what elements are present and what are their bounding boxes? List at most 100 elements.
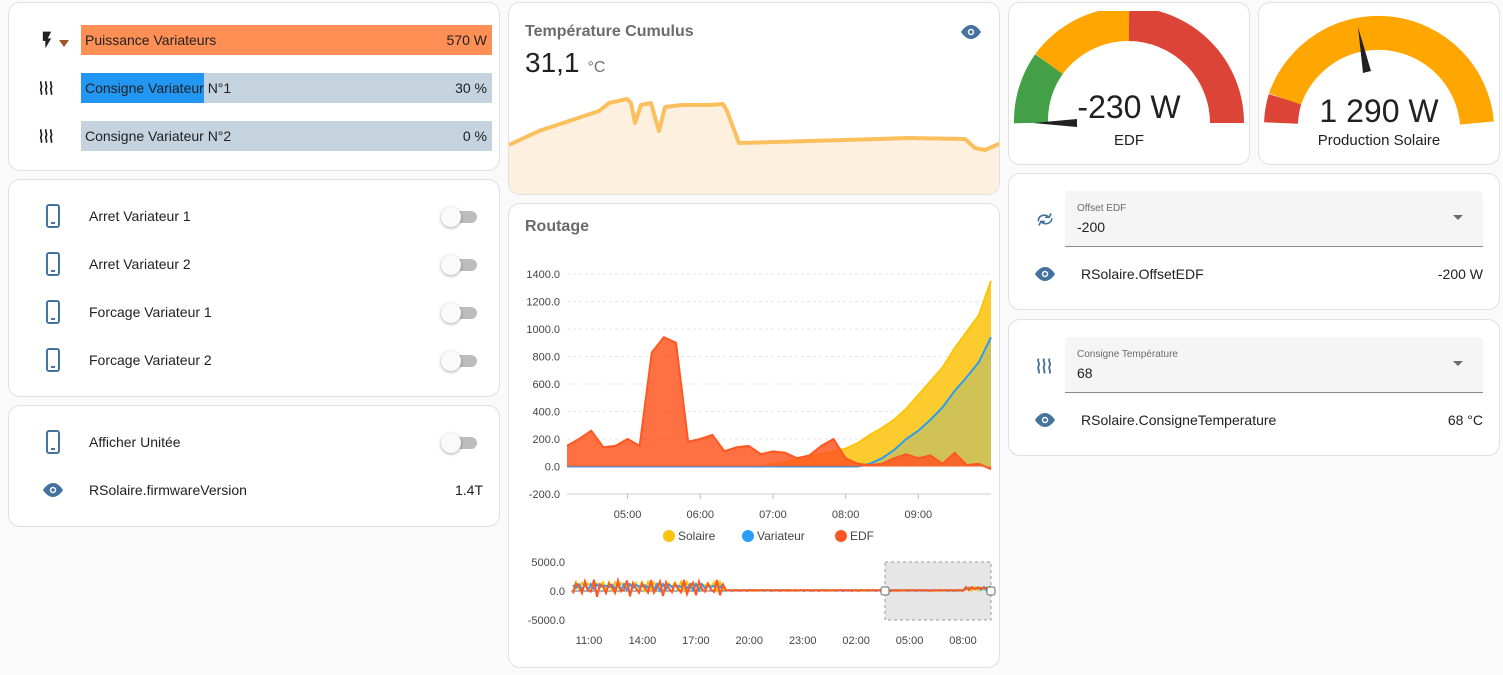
bar-label: Consigne Variateur N°2 [85, 128, 232, 144]
bar-row-consigne-2[interactable]: Consigne Variateur N°2 0 % [29, 121, 493, 151]
x-tick-label: 07:00 [759, 509, 787, 521]
x-tick-label: 06:00 [686, 509, 714, 521]
offset-entity-label: RSolaire.OffsetEDF [1081, 266, 1204, 282]
legend-marker [663, 530, 675, 542]
legend-marker [835, 530, 847, 542]
cellphone-icon [46, 430, 60, 454]
y-tick-label: 600.0 [532, 379, 560, 391]
y-tick-label: -200.0 [529, 489, 560, 501]
nav-y-tick-label: -5000.0 [528, 615, 565, 627]
switch-row-forcage-2[interactable]: Forcage Variateur 2 [25, 340, 483, 380]
switches-card: Arret Variateur 1 Arret Variateur 2 Forc… [8, 179, 500, 397]
eye-icon [43, 483, 63, 497]
bar-consigne-1: Consigne Variateur N°1 30 % [81, 73, 492, 103]
heat-wave-icon [39, 80, 53, 96]
consigne-entity-value: 68 °C [1447, 412, 1483, 428]
y-tick-label: 0.0 [545, 462, 560, 474]
edf-gauge [1014, 11, 1244, 127]
triangle-down-icon [59, 40, 69, 47]
y-tick-label: 1000.0 [526, 324, 560, 336]
bar-row-puissance[interactable]: Puissance Variateurs 570 W [29, 25, 493, 55]
switch-row-arret-2[interactable]: Arret Variateur 2 [25, 244, 483, 284]
edf-gauge-label: EDF [1114, 132, 1144, 149]
x-tick-label: 05:00 [614, 509, 642, 521]
firmware-value: 1.4T [454, 482, 483, 498]
offset-select[interactable]: Offset EDF -200 [1065, 191, 1483, 247]
consigne-select-value: 68 [1077, 365, 1093, 381]
bar-consigne-2: Consigne Variateur N°2 0 % [81, 121, 492, 151]
bar-fill [81, 25, 492, 55]
offset-entity-row[interactable]: RSolaire.OffsetEDF -200 W [1025, 254, 1483, 294]
switch-label: Arret Variateur 2 [89, 256, 191, 272]
nav-x-tick-label: 05:00 [896, 635, 924, 647]
nav-x-tick-label: 17:00 [682, 635, 710, 647]
temperature-title: Température Cumulus [525, 23, 694, 40]
bar-puissance: Puissance Variateurs 570 W [81, 25, 492, 55]
y-tick-label: 1400.0 [526, 269, 560, 281]
switch-row-arret-1[interactable]: Arret Variateur 1 [25, 196, 483, 236]
cellphone-icon [46, 204, 60, 228]
nav-x-tick-label: 02:00 [842, 635, 870, 647]
navigator-handle-right [986, 586, 996, 596]
toggle-switch[interactable] [441, 350, 477, 371]
nav-x-tick-label: 23:00 [789, 635, 817, 647]
bar-value: 570 W [446, 32, 487, 48]
legend-marker [742, 530, 754, 542]
toggle-switch[interactable] [441, 206, 477, 227]
firmware-label: RSolaire.firmwareVersion [89, 482, 247, 498]
nav-x-tick-label: 08:00 [949, 635, 977, 647]
y-tick-label: 1200.0 [526, 297, 560, 309]
offset-select-label: Offset EDF [1077, 203, 1127, 214]
x-tick-label: 09:00 [905, 509, 933, 521]
temperature-card[interactable]: Température Cumulus 31,1 °C [508, 2, 1000, 195]
series-area-edf [567, 337, 991, 470]
temperature-value: 31,1 [525, 47, 580, 78]
switch-row-forcage-1[interactable]: Forcage Variateur 1 [25, 292, 483, 332]
bar-value: 30 % [455, 80, 487, 96]
routage-chart[interactable]: 1400.0 1200.0 1000.0 800.0 600.0 400.0 200.0 0.… [509, 244, 999, 664]
switch-row-afficher[interactable]: Afficher Unitée [25, 422, 483, 462]
consigne-entity-row[interactable]: RSolaire.ConsigneTemperature 68 °C [1025, 400, 1483, 440]
heat-wave-icon [1037, 358, 1052, 374]
eye-icon [1035, 413, 1055, 427]
nav-y-tick-label: 0.0 [550, 586, 565, 598]
eye-icon [1035, 267, 1055, 281]
temperature-unit: °C [587, 59, 606, 76]
nav-x-tick-label: 20:00 [736, 635, 764, 647]
toggle-switch[interactable] [441, 302, 477, 323]
offset-card: Offset EDF -200 RSolaire.OffsetEDF -200 … [1008, 173, 1500, 310]
eye-icon[interactable] [959, 23, 983, 41]
bar-fill [81, 73, 205, 103]
switch-label: Afficher Unitée [89, 434, 181, 450]
x-tick-label: 08:00 [832, 509, 860, 521]
edf-gauge-card[interactable]: -230 W EDF [1008, 2, 1250, 165]
bar-value: 0 % [462, 128, 487, 144]
offset-select-value: -200 [1077, 219, 1106, 235]
firmware-row[interactable]: RSolaire.firmwareVersion 1.4T [25, 470, 483, 510]
consigne-select[interactable]: Consigne Température 68 [1065, 337, 1483, 393]
offset-entity-value: -200 W [1437, 266, 1483, 282]
toggle-switch[interactable] [441, 432, 477, 453]
cellphone-icon [46, 300, 60, 324]
switch-label: Forcage Variateur 1 [89, 304, 212, 320]
cellphone-icon [46, 348, 60, 372]
solar-gauge-value: 1 290 W [1319, 93, 1439, 129]
power-bars-card: Puissance Variateurs 570 W Consigne Vari… [8, 2, 500, 171]
dropdown-arrow-icon [1453, 361, 1463, 366]
solar-gauge-card[interactable]: 1 290 W Production Solaire [1258, 2, 1500, 165]
solar-gauge [1264, 15, 1494, 125]
edf-gauge-value: -230 W [1077, 89, 1181, 125]
y-tick-label: 200.0 [532, 434, 560, 446]
y-tick-label: 800.0 [532, 352, 560, 364]
toggle-switch[interactable] [441, 254, 477, 275]
switch-label: Arret Variateur 1 [89, 208, 191, 224]
switch-label: Forcage Variateur 2 [89, 352, 212, 368]
temperature-sparkline [509, 97, 999, 194]
bar-row-consigne-1[interactable]: Consigne Variateur N°1 30 % [29, 73, 493, 103]
legend-label: EDF [850, 529, 874, 543]
cellphone-icon [46, 252, 60, 276]
series-area-solaire [567, 280, 991, 467]
misc-card: Afficher Unitée RSolaire.firmwareVersion… [8, 405, 500, 527]
nav-x-tick-label: 14:00 [629, 635, 657, 647]
series-area-variateur [567, 337, 991, 467]
